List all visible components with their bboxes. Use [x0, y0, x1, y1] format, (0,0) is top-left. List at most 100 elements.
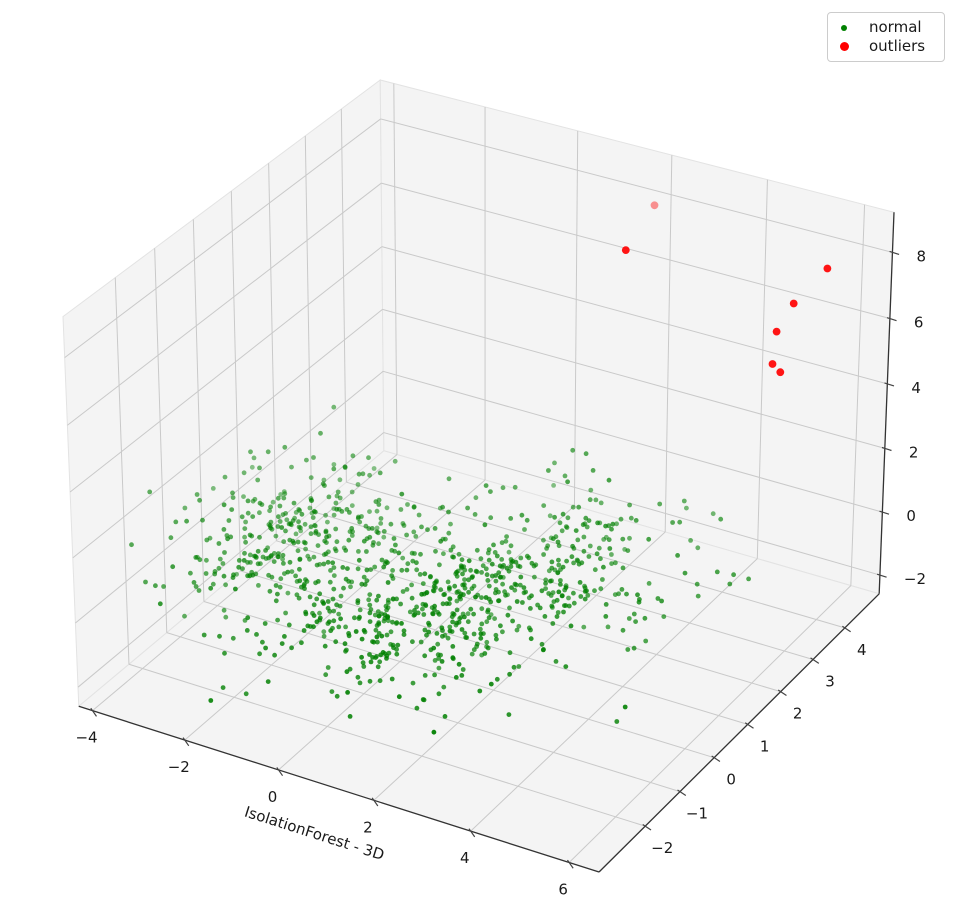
normal-point	[339, 509, 345, 514]
normal-point	[384, 632, 390, 638]
normal-point	[452, 583, 458, 589]
normal-point	[426, 620, 431, 626]
normal-point	[424, 590, 429, 596]
grid-line	[380, 118, 893, 253]
normal-point	[255, 477, 261, 483]
normal-point	[413, 534, 419, 539]
normal-point	[492, 550, 498, 555]
normal-point	[267, 508, 272, 514]
normal-point	[484, 619, 490, 625]
normal-point	[506, 712, 512, 717]
normal-point	[620, 536, 626, 542]
normal-point	[356, 514, 361, 520]
normal-point	[471, 611, 476, 617]
normal-point	[603, 614, 609, 619]
normal-point	[569, 554, 575, 560]
normal-point	[447, 624, 453, 630]
normal-point	[265, 679, 271, 684]
normal-point	[293, 573, 298, 579]
normal-point	[409, 582, 414, 588]
normal-point	[381, 564, 387, 570]
normal-point	[260, 554, 266, 560]
normal-point	[296, 524, 302, 530]
normal-point	[633, 619, 638, 624]
normal-point	[173, 519, 179, 525]
normal-point	[329, 689, 335, 694]
normal-point	[458, 615, 463, 620]
normal-point	[613, 560, 618, 566]
normal-point	[443, 536, 448, 542]
normal-point	[250, 498, 256, 504]
normal-point	[327, 579, 333, 585]
normal-point	[420, 606, 425, 612]
normal-point	[468, 567, 473, 573]
normal-point	[454, 569, 459, 575]
normal-point	[631, 611, 637, 617]
normal-point	[518, 555, 524, 561]
normal-point	[349, 503, 355, 508]
normal-point	[448, 521, 453, 527]
z-tick-mark	[886, 317, 897, 322]
normal-point	[595, 520, 600, 526]
grid-line	[240, 570, 748, 725]
normal-point	[469, 586, 475, 591]
normal-point	[438, 538, 444, 544]
normal-point	[405, 561, 411, 567]
normal-point	[561, 609, 566, 615]
normal-point	[488, 681, 494, 687]
normal-point	[564, 525, 570, 530]
normal-point	[479, 621, 485, 627]
normal-point	[622, 704, 628, 710]
normal-point	[428, 574, 433, 579]
normal-point	[143, 579, 148, 585]
normal-point	[631, 645, 637, 651]
normal-point	[710, 511, 716, 517]
y-tick-mark	[777, 689, 787, 696]
normal-point	[610, 521, 616, 527]
normal-point	[371, 466, 377, 471]
normal-point	[430, 588, 436, 593]
normal-point	[324, 534, 329, 540]
normal-point	[446, 530, 452, 536]
normal-point	[642, 615, 648, 621]
normal-point	[247, 552, 253, 558]
normal-point	[257, 510, 262, 516]
normal-point	[323, 672, 329, 678]
normal-point	[585, 593, 591, 598]
normal-point	[493, 632, 499, 638]
normal-point	[355, 674, 361, 680]
normal-point	[376, 541, 381, 547]
normal-point	[564, 558, 569, 564]
normal-point	[375, 530, 381, 536]
normal-point	[491, 542, 496, 548]
normal-point	[401, 628, 407, 634]
normal-point	[231, 572, 236, 578]
normal-point	[364, 567, 370, 573]
normal-point	[474, 641, 480, 647]
normal-point	[313, 529, 319, 534]
normal-point	[334, 602, 339, 608]
normal-point	[370, 655, 375, 660]
normal-point	[277, 503, 283, 509]
normal-point	[448, 547, 454, 553]
normal-point	[463, 635, 469, 640]
normal-point	[583, 515, 589, 521]
normal-point	[442, 592, 447, 597]
normal-point	[328, 568, 333, 573]
normal-point	[317, 610, 322, 616]
normal-point	[655, 596, 661, 601]
normal-point	[157, 601, 163, 607]
normal-point	[335, 489, 341, 495]
normal-point	[471, 631, 477, 637]
normal-point	[601, 537, 607, 542]
normal-point	[330, 596, 336, 602]
normal-point	[498, 574, 504, 580]
normal-point	[446, 476, 452, 482]
normal-point	[646, 536, 652, 542]
normal-point	[492, 616, 497, 621]
normal-point	[460, 571, 465, 577]
normal-point	[592, 588, 597, 594]
normal-point	[695, 593, 701, 599]
normal-point	[643, 638, 649, 644]
normal-point	[347, 714, 353, 719]
